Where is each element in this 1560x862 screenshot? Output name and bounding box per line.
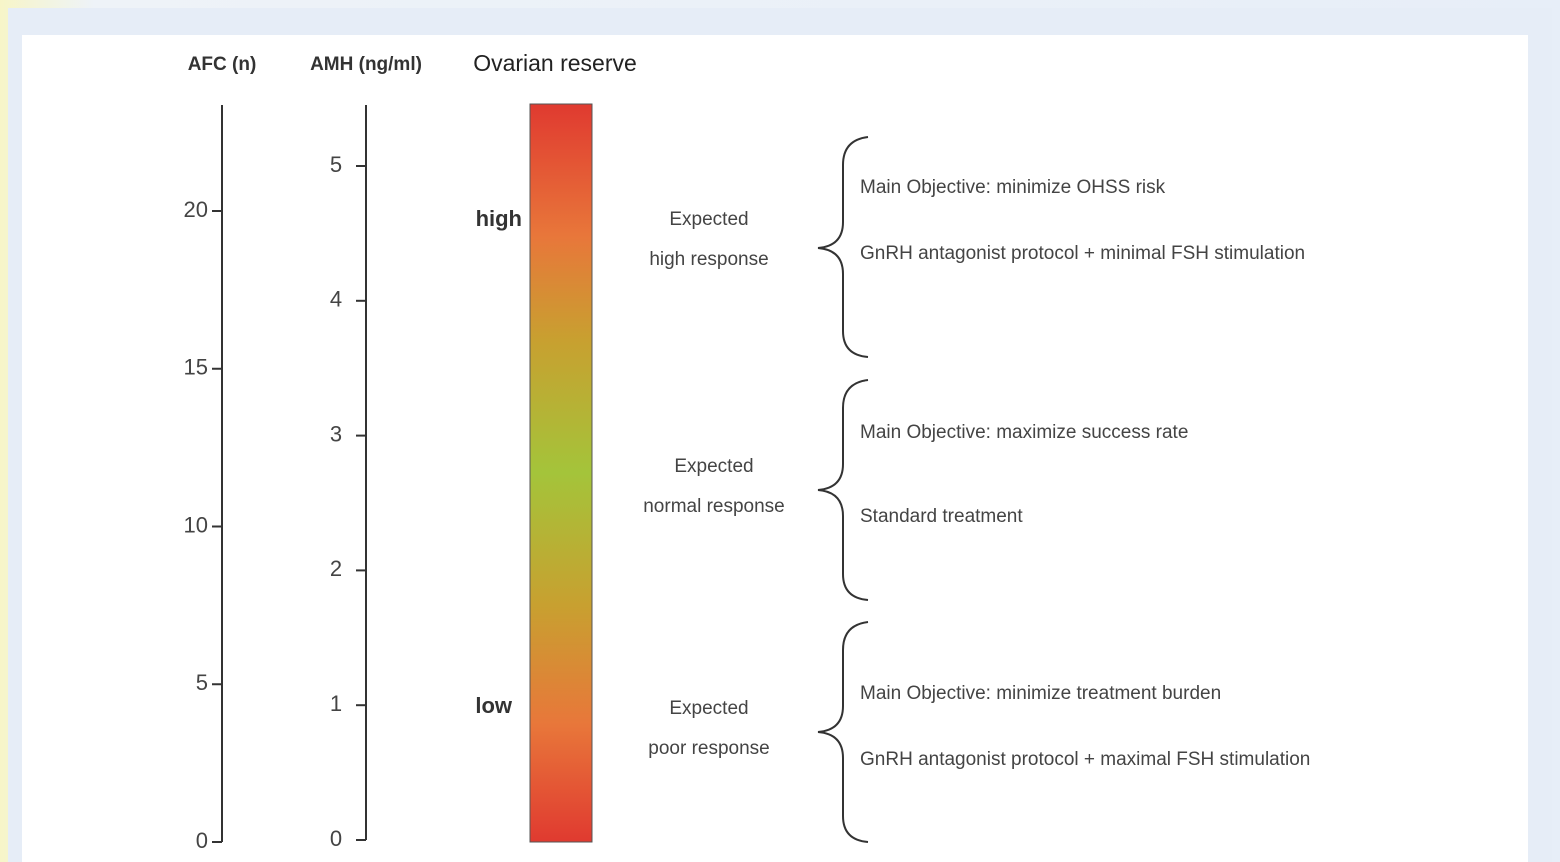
amh-tick-label: 5 [330, 152, 342, 177]
brace [817, 379, 869, 601]
amh-tick-label: 0 [330, 826, 342, 851]
response-label: Expected [669, 209, 748, 230]
brace [817, 621, 869, 843]
objective: Main Objective: maximize success rate [860, 422, 1188, 443]
protocol: GnRH antagonist protocol + maximal FSH s… [860, 749, 1310, 770]
response-label: Expected [669, 698, 748, 719]
amh-tick-label: 2 [330, 556, 342, 581]
response-label: high response [649, 249, 768, 270]
response-label: Expected [674, 456, 753, 477]
reserve-header: Ovarian reserve [473, 50, 637, 76]
amh-tick-label: 4 [330, 287, 342, 312]
reserve-bar [529, 103, 593, 843]
panel [22, 35, 1528, 862]
high-label: high [476, 206, 522, 231]
response-label: poor response [648, 738, 769, 759]
afc-tick-label: 10 [184, 512, 208, 537]
amh-tick-label: 1 [330, 691, 342, 716]
protocol: Standard treatment [860, 506, 1023, 527]
objective: Main Objective: minimize OHSS risk [860, 177, 1166, 198]
amh-tick-label: 3 [330, 421, 342, 446]
brace [817, 136, 869, 358]
afc-tick-label: 0 [196, 828, 208, 853]
low-label: low [475, 693, 513, 718]
objective: Main Objective: minimize treatment burde… [860, 683, 1221, 704]
afc-tick-label: 20 [184, 197, 208, 222]
response-label: normal response [643, 496, 785, 517]
afc-header: AFC (n) [188, 54, 257, 75]
amh-header: AMH (ng/ml) [310, 54, 422, 75]
protocol: GnRH antagonist protocol + minimal FSH s… [860, 243, 1305, 264]
afc-tick-label: 5 [196, 670, 208, 695]
afc-tick-label: 15 [184, 355, 208, 380]
